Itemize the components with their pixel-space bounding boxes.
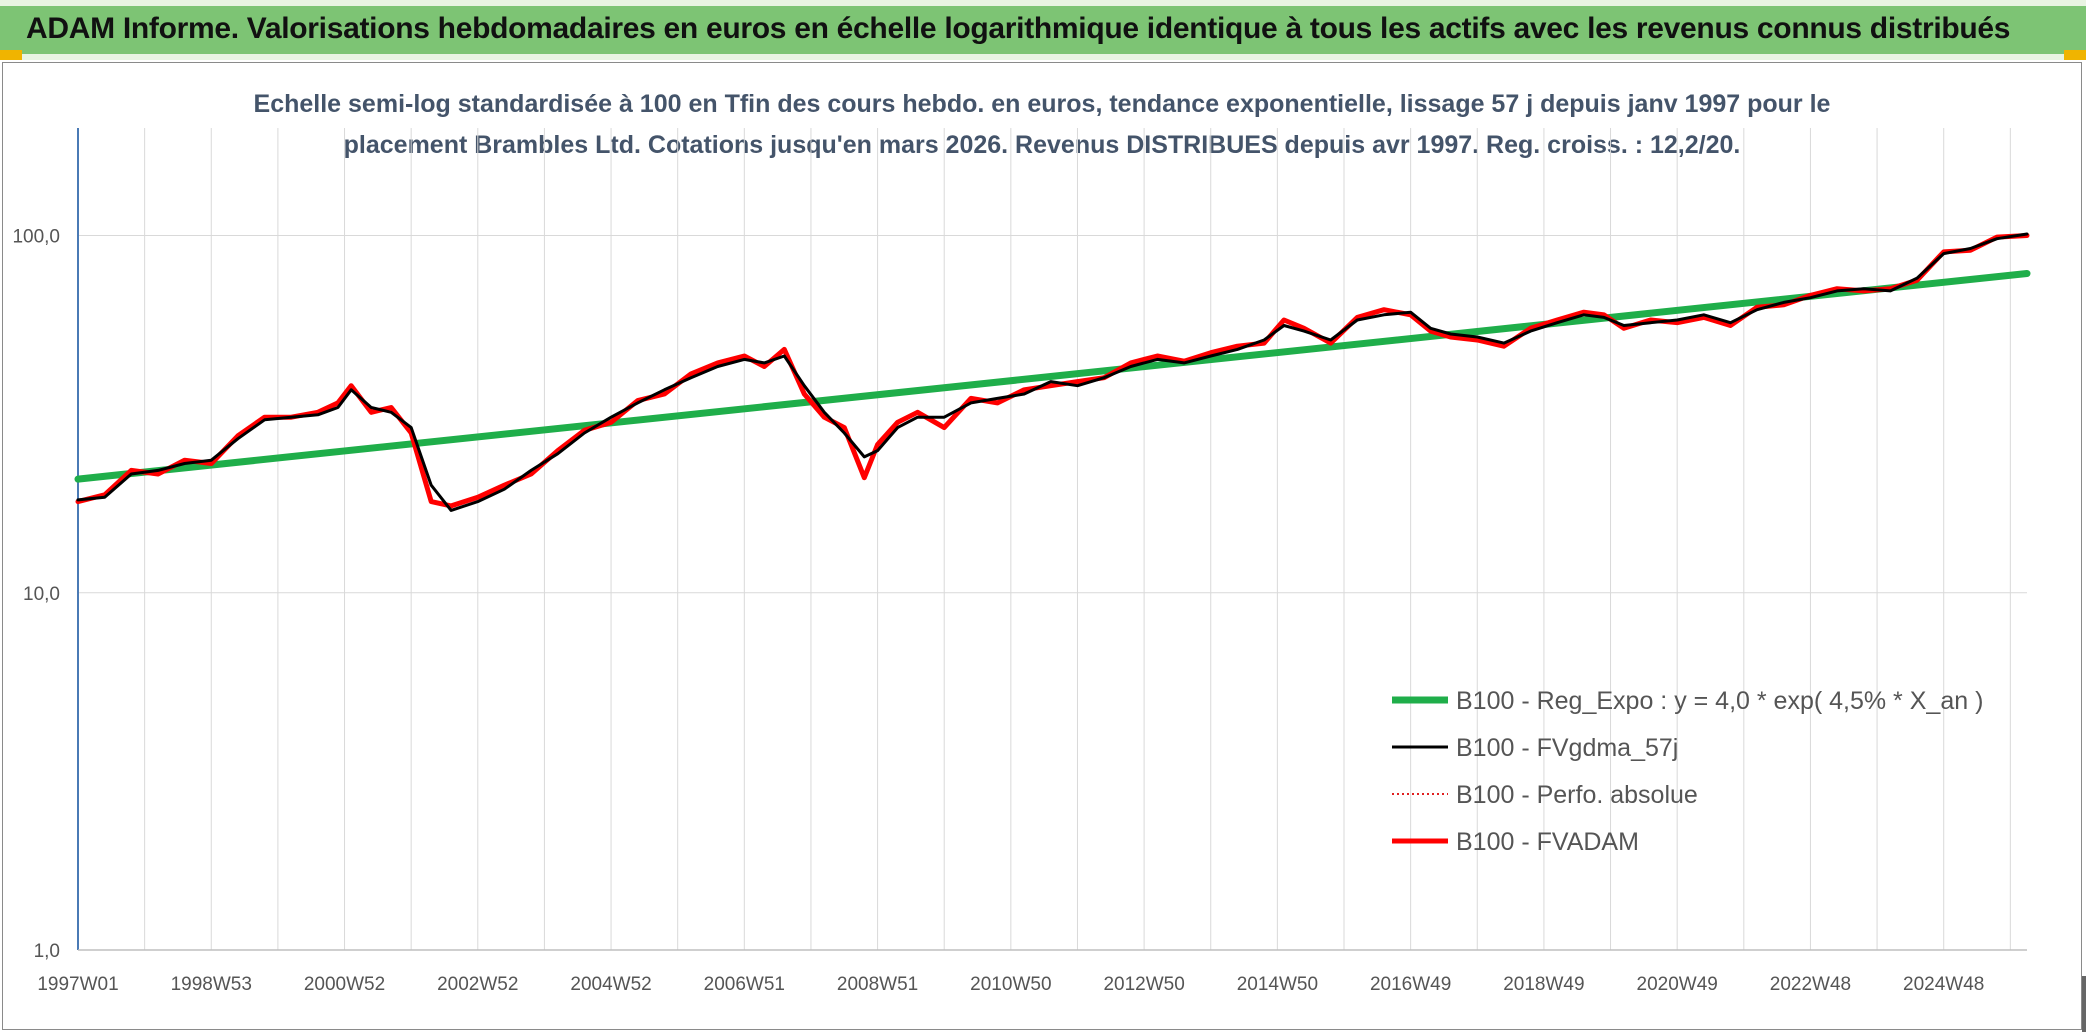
x-tick-label: 1998W53 bbox=[171, 974, 252, 995]
x-tick-label: 2008W51 bbox=[837, 974, 918, 995]
legend-label-0: B100 - Reg_Expo : y = 4,0 * exp( 4,5% * … bbox=[1456, 687, 1983, 715]
x-tick-label: 2014W50 bbox=[1237, 974, 1318, 995]
grid bbox=[78, 128, 2027, 951]
x-tick-label: 2012W50 bbox=[1103, 974, 1184, 995]
legend-label-1: B100 - FVgdma_57j bbox=[1456, 734, 1678, 762]
corner-marker-left bbox=[0, 50, 22, 60]
x-tick-label: 2020W49 bbox=[1637, 974, 1718, 995]
corner-marker-right bbox=[2064, 50, 2086, 60]
series-line-1 bbox=[76, 232, 2029, 512]
chart-subtitle-line1: Echelle semi-log standardisée à 100 en T… bbox=[254, 90, 1831, 118]
x-tick-label: 1997W01 bbox=[37, 974, 118, 995]
axes: 1,0 10,0 100,0 1997W01 1998W53 2000W52 2002W52… bbox=[12, 128, 2027, 995]
chart-frame bbox=[2, 62, 2082, 1030]
x-tick-label: 2010W50 bbox=[970, 974, 1051, 995]
legend: B100 - Reg_Expo : y = 4,0 * exp( 4,5% * … bbox=[1392, 687, 1983, 856]
chart-subtitle-line2: placement Brambles Ltd. Cotations jusqu'… bbox=[344, 131, 1741, 159]
x-tick-label: 2016W49 bbox=[1370, 974, 1451, 995]
y-tick-label: 1,0 bbox=[34, 941, 60, 962]
report-banner: ADAM Informe. Valorisations hebdomadaire… bbox=[0, 6, 2086, 54]
legend-label-2: B100 - Perfo. absolue bbox=[1456, 781, 1698, 809]
x-tick-label: 2000W52 bbox=[304, 974, 385, 995]
y-tick-label: 10,0 bbox=[23, 584, 60, 605]
series-layer bbox=[74, 232, 2031, 512]
x-tick-label: 2024W48 bbox=[1903, 974, 1984, 995]
frame-edge bbox=[2082, 976, 2086, 1032]
series-line-3 bbox=[75, 233, 2030, 509]
x-tick-label: 2018W49 bbox=[1503, 974, 1584, 995]
report-title: ADAM Informe. Valorisations hebdomadaire… bbox=[26, 12, 2011, 45]
x-tick-label: 2022W48 bbox=[1770, 974, 1851, 995]
x-tick-label: 2004W52 bbox=[570, 974, 651, 995]
x-tick-label: 2006W51 bbox=[704, 974, 785, 995]
x-tick-label: 2002W52 bbox=[437, 974, 518, 995]
y-tick-label: 100,0 bbox=[12, 227, 60, 248]
legend-label-3: B100 - FVADAM bbox=[1456, 828, 1639, 856]
series-line-0 bbox=[74, 270, 2031, 483]
